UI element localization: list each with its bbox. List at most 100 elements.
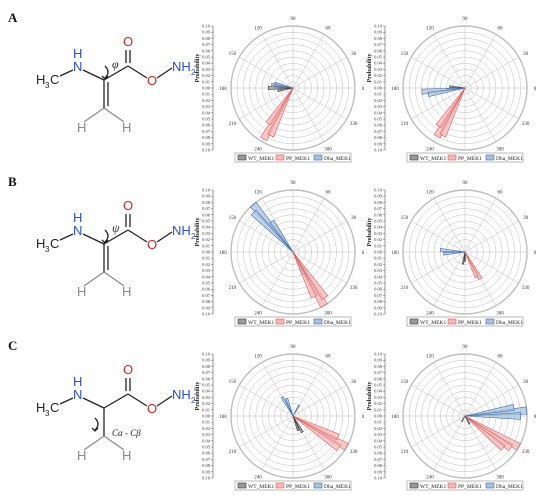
angle-tick-label: 60: [326, 26, 332, 31]
radial-tick-label: 0.03: [202, 432, 211, 437]
legend-swatch: [275, 318, 285, 325]
legend-swatch: [313, 154, 323, 161]
angle-tick-label: 30: [351, 216, 357, 221]
petal-wt-mek1: [461, 251, 466, 265]
grid-spoke: [464, 87, 497, 142]
radial-tick-label: 0.10: [202, 312, 211, 317]
angle-tick-label: 210: [401, 122, 409, 127]
amine-label: NH: [172, 387, 191, 402]
angle-tick-label: 300: [324, 476, 332, 481]
bond: [82, 69, 105, 81]
petal-dha-mek1: [250, 209, 294, 253]
legend-label: PP_MEK1: [286, 320, 310, 326]
angle-tick-label: 240: [426, 312, 434, 317]
petal-pp-mek1: [292, 251, 329, 301]
radial-tick-label: 0.07: [374, 129, 383, 134]
radial-tick-label: 0.04: [374, 61, 383, 66]
angle-tick-label: 150: [229, 216, 237, 221]
radial-tick-label: 0.02: [202, 237, 210, 242]
petal-pp-mek1: [435, 87, 466, 129]
torsion-symbol: φ: [112, 57, 119, 71]
grid-spoke: [292, 198, 325, 253]
y-axis-label: Probability: [367, 382, 373, 411]
legend: WT_MEK1 PP_MEK1 Dha_MEK1: [406, 316, 524, 327]
ester-oxygen: O: [147, 73, 157, 88]
petal-wt-mek1: [464, 251, 466, 262]
angle-tick-label: 180: [219, 415, 227, 420]
grid-spoke: [239, 87, 294, 120]
legend-box: [234, 480, 352, 491]
grid-spoke: [239, 251, 294, 284]
polar-plot: 03060901201501802102402703003300.000.010…: [195, 345, 365, 490]
radial-tick-label: 0.04: [374, 389, 383, 394]
bond: [127, 393, 148, 407]
legend-label: PP_MEK1: [458, 484, 482, 490]
torsion-arrowhead: [101, 239, 109, 244]
radial-tick-label: 0.08: [202, 299, 211, 304]
radial-tick-label: 0.08: [374, 135, 383, 140]
bond: [156, 231, 173, 243]
angle-tick-label: 90: [463, 345, 469, 350]
radial-tick-label: 0.02: [202, 401, 210, 406]
radial-tick-label: 0.08: [374, 200, 383, 205]
radial-tick-label: 0.06: [374, 48, 383, 53]
grid-spoke: [411, 87, 466, 120]
petal-wt-mek1: [267, 86, 294, 90]
angle-tick-label: 300: [496, 476, 504, 481]
radial-tick-label: 0.01: [202, 420, 210, 425]
y-axis-label: Probability: [367, 54, 373, 83]
radial-tick-label: 0.02: [374, 426, 382, 431]
petal-dha-mek1: [280, 396, 294, 417]
petal-wt-mek1: [292, 415, 300, 432]
radial-tick-label: 0.07: [202, 42, 211, 47]
legend-label: WT_MEK1: [248, 484, 275, 490]
grid-spoke: [239, 415, 294, 448]
radial-tick-label: 0.07: [202, 457, 211, 462]
radial-tick-label: 0.07: [374, 206, 383, 211]
radial-tick-label: 0.07: [374, 370, 383, 375]
ester-oxygen: O: [147, 237, 157, 252]
radial-tick-label: 0.04: [374, 110, 383, 115]
radial-tick-label: 0.10: [202, 476, 211, 481]
angle-tick-label: 0: [534, 415, 537, 420]
grid-spoke: [261, 415, 294, 470]
amine-label: NH: [172, 223, 191, 238]
radial-tick-label: 0.08: [202, 36, 211, 41]
radial-tick-label: 0.04: [374, 274, 383, 279]
radial-tick-label: 0.02: [202, 98, 210, 103]
radial-tick-label: 0.01: [202, 243, 210, 248]
angle-tick-label: 0: [362, 87, 365, 92]
legend-swatch: [409, 482, 419, 489]
radial-tick-label: 0.05: [374, 219, 383, 224]
angle-tick-label: 180: [219, 251, 227, 256]
legend-label: WT_MEK1: [248, 156, 275, 162]
legend-label: Dha_MEK1: [496, 320, 523, 326]
radial-tick-label: 0.07: [202, 370, 211, 375]
angle-tick-label: 240: [426, 148, 434, 153]
angle-tick-label: 330: [522, 286, 530, 291]
legend-swatch: [447, 154, 457, 161]
legend-swatch: [275, 154, 285, 161]
bond: [103, 271, 125, 287]
radial-tick-label: 0.08: [202, 135, 211, 140]
radial-tick-label: 0.04: [202, 61, 211, 66]
radial-tick-label: 0.09: [374, 194, 383, 199]
angle-tick-label: 150: [401, 216, 409, 221]
legend: WT_MEK1 PP_MEK1 Dha_MEK1: [406, 152, 524, 163]
radial-tick-label: 0.05: [202, 117, 211, 122]
angle-tick-label: 120: [426, 26, 434, 31]
angle-tick-label: 60: [498, 190, 504, 195]
angle-tick-label: 210: [229, 450, 237, 455]
petal-pp-mek1: [292, 415, 342, 452]
radial-tick-label: 0.06: [202, 123, 211, 128]
radial-tick-label: 0.04: [374, 225, 383, 230]
legend-swatch: [485, 482, 495, 489]
ch3-carbon: C: [50, 236, 59, 251]
hydrogen-right: H: [122, 120, 131, 135]
radial-tick-label: 0.06: [374, 451, 383, 456]
radial-tick-label: 0.03: [202, 231, 211, 236]
radial-tick-label: 0.04: [202, 110, 211, 115]
angle-tick-label: 90: [291, 181, 297, 186]
radial-tick-label: 0.03: [374, 104, 383, 109]
